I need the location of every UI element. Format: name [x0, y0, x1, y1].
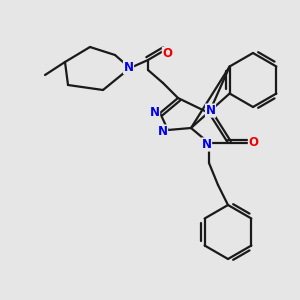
Text: N: N — [124, 61, 134, 74]
Text: N: N — [150, 106, 160, 118]
Text: O: O — [248, 136, 258, 149]
Text: N: N — [158, 125, 168, 138]
Text: N: N — [202, 138, 212, 151]
Text: O: O — [162, 47, 172, 60]
Text: N: N — [206, 104, 215, 117]
